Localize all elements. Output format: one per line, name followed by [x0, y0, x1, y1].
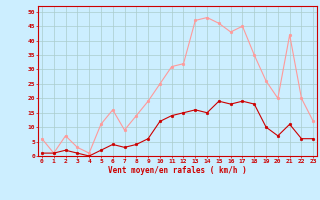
- X-axis label: Vent moyen/en rafales ( km/h ): Vent moyen/en rafales ( km/h ): [108, 166, 247, 175]
